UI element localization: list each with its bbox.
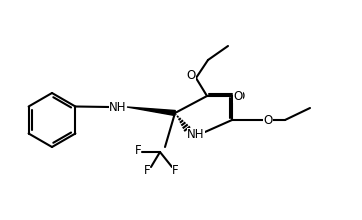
Polygon shape xyxy=(127,107,175,116)
Text: F: F xyxy=(172,163,178,176)
Text: O: O xyxy=(233,90,243,103)
Text: O: O xyxy=(186,68,195,81)
Text: F: F xyxy=(144,163,150,176)
Text: O: O xyxy=(235,90,245,103)
Text: NH: NH xyxy=(109,101,127,114)
Text: O: O xyxy=(264,114,273,126)
Text: NH: NH xyxy=(187,128,205,141)
Text: F: F xyxy=(135,143,141,156)
